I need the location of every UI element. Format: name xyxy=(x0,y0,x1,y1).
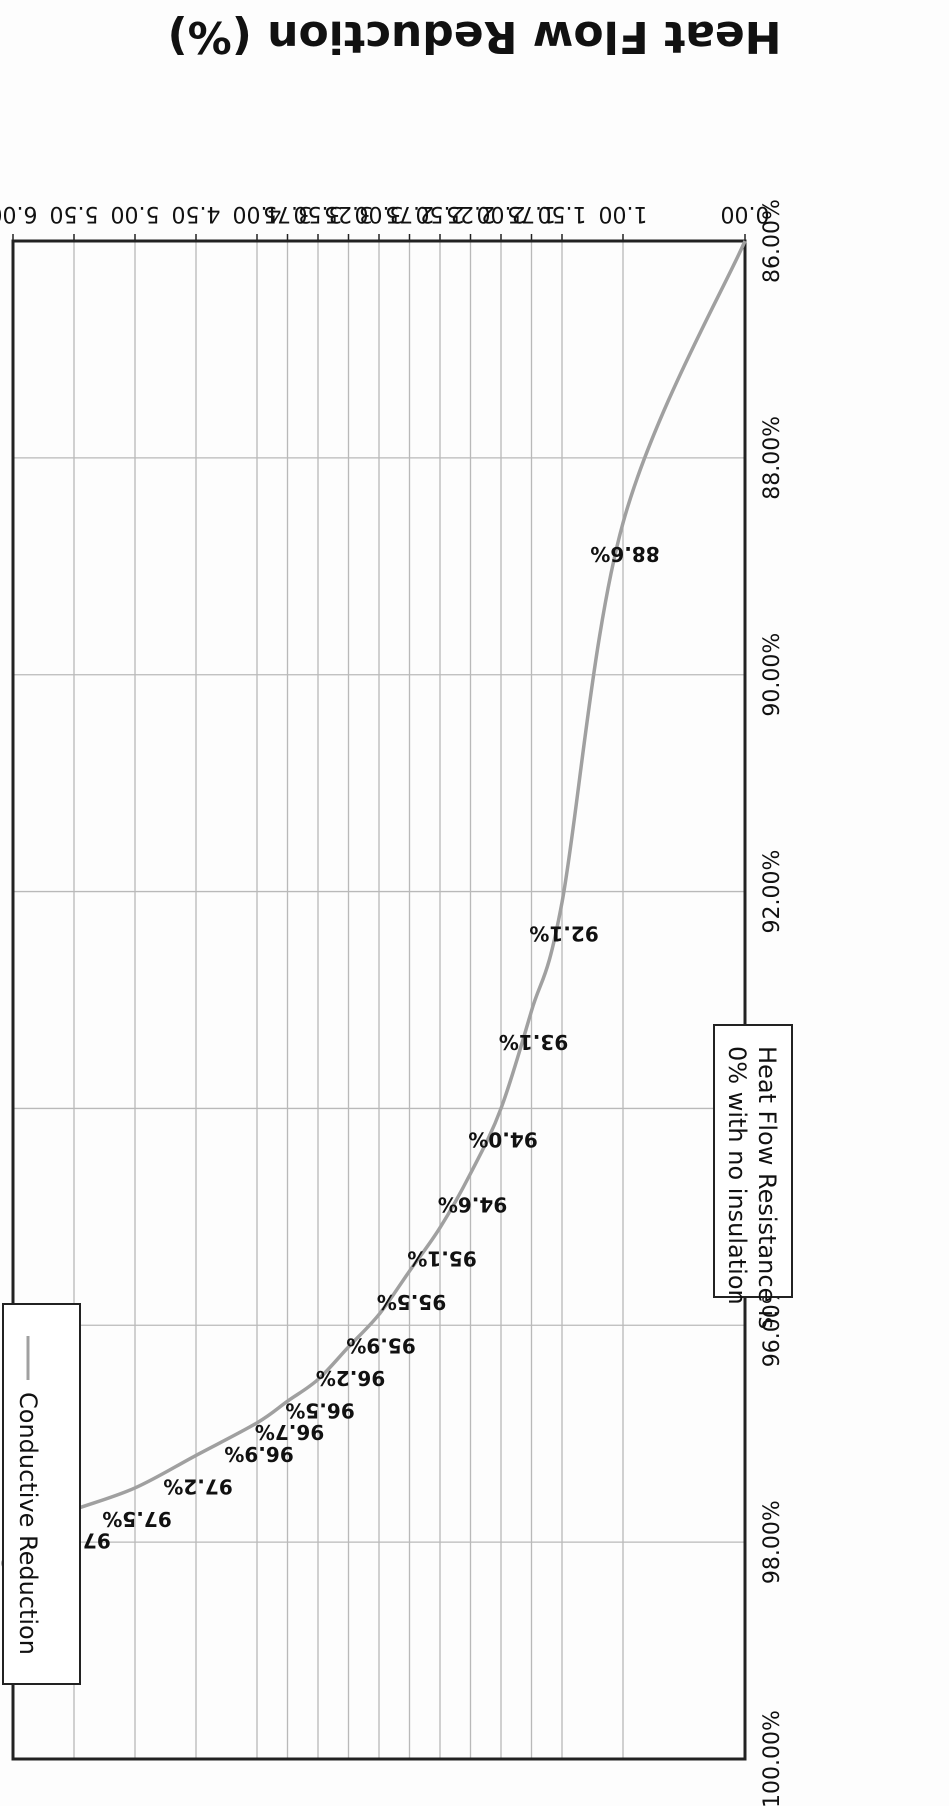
data-label: 97.2% xyxy=(163,1474,232,1498)
y-tick-labels: 86.00%88.00%90.00%92.00%94.00%96.00%98.0… xyxy=(760,199,785,1806)
legend: Conductive Reduction xyxy=(2,1303,81,1685)
x-tick-label: 5.50 xyxy=(50,201,99,226)
data-label: 96.9% xyxy=(224,1442,293,1466)
y-tick-label: 86.00% xyxy=(760,199,785,283)
x-tick-label: 3.00 xyxy=(355,201,404,226)
data-label: 94.0% xyxy=(468,1127,537,1151)
x-tick-labels: 0.00 1.00 1.501.752.002.252.502.753.003.25… xyxy=(0,201,769,226)
series-layer xyxy=(12,240,747,1533)
x-tick-label: 4.50 xyxy=(172,201,221,226)
data-label: 96.2% xyxy=(316,1366,385,1390)
data-label: 96.5% xyxy=(285,1399,354,1423)
x-tick-label: 6.00 xyxy=(0,201,37,226)
y-tick-label: 98.00% xyxy=(760,1500,785,1584)
x-tick-label: 3.50 xyxy=(294,201,343,226)
y-tick-label: 90.00% xyxy=(760,633,785,717)
data-label: 95.1% xyxy=(407,1247,476,1271)
data-label: 93.1% xyxy=(499,1030,568,1054)
x-tick-label: 1.75 xyxy=(507,201,556,226)
data-label: 95.9% xyxy=(346,1333,415,1357)
y-tick-label: 100.00% xyxy=(760,1710,785,1806)
x-tick-label: 2.00 xyxy=(477,201,526,226)
plot-area-frame xyxy=(11,239,747,1761)
x-tick-label: 1.00 xyxy=(599,201,648,226)
y-tick-label: 88.00% xyxy=(760,416,785,500)
series-line-conductive-reduction xyxy=(12,240,747,1533)
grid-layer xyxy=(12,234,746,1759)
annotation-box: Heat Flow Resistance is 0% with no insul… xyxy=(713,1024,793,1329)
data-label: 88.6% xyxy=(590,542,659,566)
data-label: 92.1% xyxy=(529,921,598,945)
x-tick-label: 5.00 xyxy=(111,201,160,226)
legend-box xyxy=(2,1303,81,1685)
data-label: 96.7% xyxy=(255,1420,324,1444)
x-tick-label: 3.25 xyxy=(324,201,373,226)
data-label: 94.6% xyxy=(438,1192,507,1216)
x-tick-label: 4.00 xyxy=(233,201,282,226)
x-tick-label: 2.25 xyxy=(446,201,495,226)
annotation-line-1: Heat Flow Resistance is xyxy=(753,1046,781,1329)
y-tick-label: 92.00% xyxy=(760,850,785,934)
data-labels: 88.6% 92.1% 93.1% 94.0% 94.6% 95.1% 95.5% 95.9%… xyxy=(0,542,660,1574)
chart-title: Heat Flow Reduction (%) xyxy=(168,11,782,62)
annotation-frame xyxy=(713,1024,793,1298)
x-tick-label: 2.50 xyxy=(416,201,465,226)
x-tick-label: 2.75 xyxy=(385,201,434,226)
rotated-chart-group: Heat Flow Reduction (%) 86.00% 88.00% 90.0… xyxy=(0,11,793,1806)
x-tick-label: 3.75 xyxy=(263,201,312,226)
x-tick-label: 0.00 xyxy=(721,201,770,226)
data-label: 95.5% xyxy=(377,1290,446,1314)
data-label: 97.5% xyxy=(102,1507,171,1531)
legend-label: Conductive Reduction xyxy=(14,1392,42,1655)
annotation-line-2: 0% with no insulation xyxy=(723,1046,751,1305)
x-tick-label: 1.50 xyxy=(538,201,587,226)
